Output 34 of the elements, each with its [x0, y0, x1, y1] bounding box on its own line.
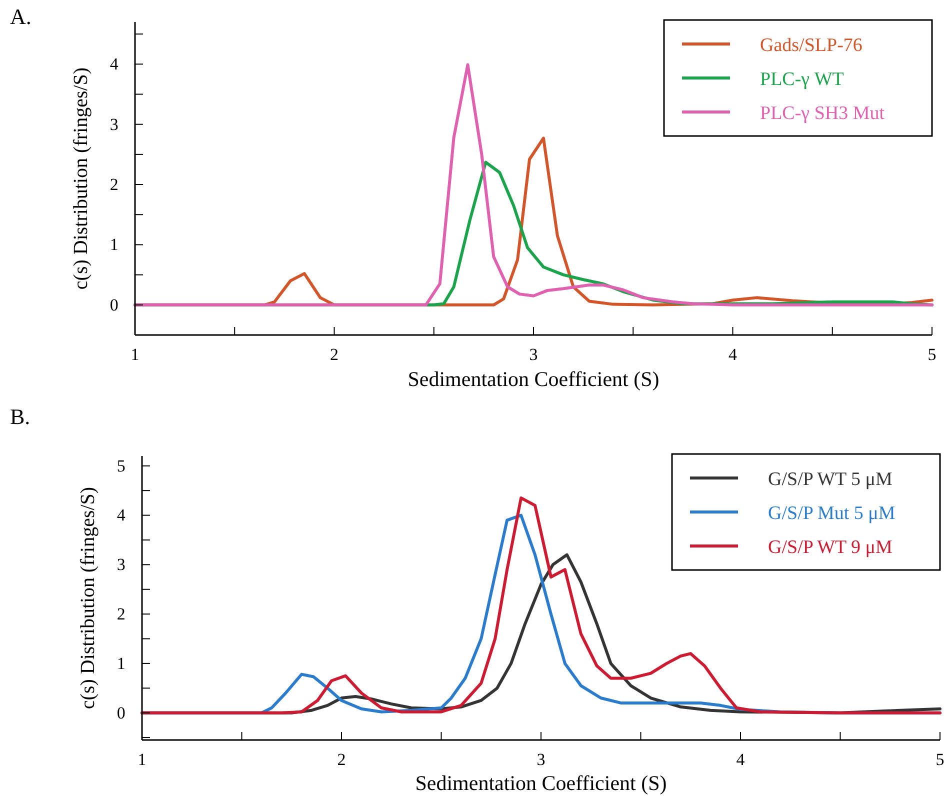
x-tick-label: 4: [728, 345, 738, 364]
legend-label: PLC-γ SH3 Mut: [760, 103, 886, 124]
y-tick-label: 5: [116, 456, 126, 476]
y-tick-label: 4: [110, 54, 119, 74]
chart-title: B.: [10, 404, 30, 429]
legend-label: G/S/P Mut 5 μM: [768, 503, 896, 524]
y-tick-label: 3: [110, 114, 118, 134]
y-tick-label: 0: [116, 703, 126, 722]
x-axis-title: Sedimentation Coefficient (S): [408, 367, 660, 391]
x-axis-title: Sedimentation Coefficient (S): [415, 771, 667, 795]
x-tick-label: 4: [736, 750, 746, 770]
legend-label: G/S/P WT 9 μM: [768, 537, 892, 558]
legend-label: PLC-γ WT: [760, 69, 844, 90]
y-tick-label: 1: [116, 654, 126, 673]
legend-label: Gads/SLP-76: [760, 35, 862, 56]
x-tick-label: 2: [330, 345, 338, 364]
x-tick-label: 3: [529, 345, 538, 364]
x-tick-label: 5: [928, 345, 936, 364]
x-tick-label: 5: [936, 750, 944, 770]
y-tick-label: 2: [110, 174, 118, 194]
x-tick-label: 1: [130, 345, 140, 364]
x-tick-label: 1: [138, 750, 146, 770]
y-tick-label: 2: [116, 604, 126, 624]
chart-title: A.: [10, 4, 32, 29]
legend-label: G/S/P WT 5 μM: [768, 469, 892, 490]
y-axis-title: c(s) Distribution (fringes/S): [77, 486, 99, 710]
y-axis-title: c(s) Distribution (fringes/S): [70, 67, 92, 290]
y-tick-label: 4: [116, 506, 126, 525]
y-tick-label: 0: [110, 295, 118, 314]
y-tick-label: 3: [116, 555, 126, 574]
x-tick-label: 3: [536, 750, 546, 770]
x-tick-label: 2: [337, 750, 346, 770]
line-series: [134, 63, 934, 306]
y-tick-label: 1: [110, 235, 118, 254]
